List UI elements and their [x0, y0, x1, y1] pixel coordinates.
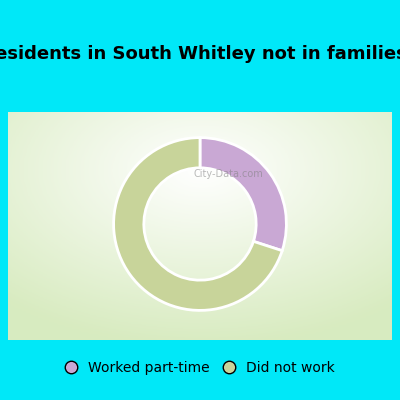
Wedge shape: [114, 138, 282, 310]
Text: City-Data.com: City-Data.com: [193, 169, 263, 179]
Text: Breakdown of poor residents in South Whitley not in families by work experience: Breakdown of poor residents in South Whi…: [0, 45, 400, 63]
Legend: Worked part-time, Did not work: Worked part-time, Did not work: [59, 354, 341, 382]
Wedge shape: [200, 138, 286, 251]
